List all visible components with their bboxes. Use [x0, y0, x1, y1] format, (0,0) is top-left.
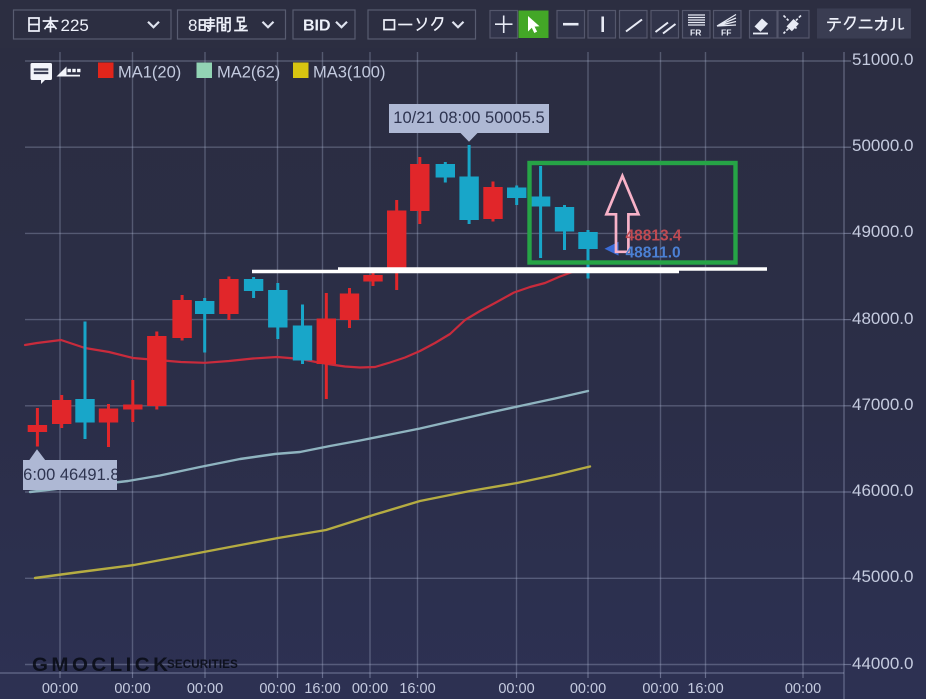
svg-text:BID: BID — [303, 18, 331, 35]
svg-text:225: 225 — [61, 16, 89, 35]
svg-text:FR: FR — [690, 28, 701, 38]
svg-text:MA1(20): MA1(20) — [118, 64, 181, 82]
svg-text:8: 8 — [188, 16, 197, 35]
svg-text:MA3(100): MA3(100) — [313, 64, 385, 82]
svg-text:MA2(62): MA2(62) — [217, 64, 280, 82]
svg-text:FF: FF — [721, 28, 731, 38]
svg-text:48811.0: 48811.0 — [626, 245, 681, 262]
svg-text:48813.4: 48813.4 — [626, 228, 682, 245]
